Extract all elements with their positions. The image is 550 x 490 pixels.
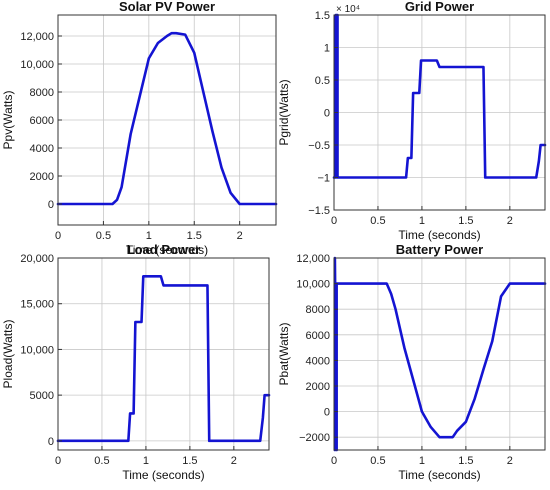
series-line-1 — [332, 13, 547, 179]
axis-exponent-label: × 10⁴ — [336, 4, 360, 15]
x-axis-label: Time (seconds) — [398, 468, 480, 482]
axes-frame — [333, 257, 546, 451]
y-tick-label: 10,000 — [20, 59, 54, 71]
x-tick-label: 1 — [419, 455, 425, 467]
y-tick-label: 6000 — [30, 115, 54, 127]
y-tick-label: 4000 — [306, 355, 330, 367]
x-tick-label: 0 — [331, 215, 337, 227]
y-tick-label: 0 — [324, 108, 330, 120]
y-tick-label: 2000 — [30, 171, 54, 183]
y-axis-label: Pbat(Watts) — [277, 323, 291, 386]
x-axis-label: Time (seconds) — [126, 243, 208, 257]
y-tick-label: 10,000 — [296, 279, 330, 291]
x-tick-label: 0.5 — [96, 230, 111, 242]
chart-1: 0 0.5 1 1.5 2 0 2000 4000 6000 8000 10,000 12,000 So… — [1, 0, 278, 257]
y-tick-label: 8000 — [306, 304, 330, 316]
y-axis-label: Ppv(Watts) — [1, 91, 15, 150]
series-line-1 — [56, 31, 278, 206]
x-tick-label: 1 — [419, 215, 425, 227]
y-tick-label: 12,000 — [20, 31, 54, 43]
chart-4: 0 0.5 1 1.5 2−20000200040006000800010,00012,… — [277, 242, 547, 482]
x-axis-label: Time (seconds) — [398, 228, 480, 242]
chart-title: Solar PV Power — [119, 0, 215, 14]
series-line-1 — [56, 274, 271, 443]
x-tick-label: 1 — [146, 230, 152, 242]
chart-3: 0 0.5 1 1.5 2 0 5000 10,000 15,000 20,000 Load Pow… — [1, 242, 271, 482]
y-tick-label: 1.5 — [315, 10, 330, 22]
x-tick-label: 0.5 — [370, 215, 385, 227]
plot-area — [334, 258, 545, 450]
y-tick-label: −1 — [317, 173, 330, 185]
x-tick-label: 0 — [331, 455, 337, 467]
y-tick-label: 0 — [324, 407, 330, 419]
x-tick-label: 2 — [237, 230, 243, 242]
y-axis-label: Pgrid(Watts) — [277, 79, 291, 145]
x-tick-label: 2 — [507, 455, 513, 467]
chart-2: 0 0.5 1 1.5 2 −1.5 −1 −0.5 0 0.5 1 1.5 Grid Power Tim… — [277, 0, 547, 242]
y-tick-label: −1.5 — [308, 205, 330, 217]
x-tick-label: 0.5 — [94, 455, 109, 467]
y-tick-label: −0.5 — [308, 140, 330, 152]
x-tick-label: 1.5 — [187, 230, 202, 242]
y-tick-label: 20,000 — [20, 253, 54, 265]
x-tick-label: 2 — [231, 455, 237, 467]
chart-title: Grid Power — [405, 0, 474, 14]
y-tick-label: 0 — [48, 199, 54, 211]
y-tick-label: 8000 — [30, 87, 54, 99]
chart-title: Load Power — [127, 242, 201, 257]
y-tick-label: 6000 — [306, 330, 330, 342]
x-tick-label: 1.5 — [458, 215, 473, 227]
plot-area — [58, 258, 269, 450]
y-tick-label: 10,000 — [20, 344, 54, 356]
y-tick-label: 0 — [48, 436, 54, 448]
chart-title: Battery Power — [396, 242, 483, 257]
y-tick-label: 4000 — [30, 143, 54, 155]
y-tick-label: −2000 — [299, 432, 330, 444]
y-tick-label: 5000 — [30, 390, 54, 402]
x-tick-label: 0 — [55, 455, 61, 467]
x-tick-label: 0.5 — [370, 455, 385, 467]
y-tick-label: 0.5 — [315, 75, 330, 87]
y-tick-label: 1 — [324, 43, 330, 55]
axes-frame — [57, 257, 270, 451]
x-tick-label: 1 — [143, 455, 149, 467]
y-axis-label: Pload(Watts) — [1, 320, 15, 389]
x-tick-label: 1.5 — [458, 455, 473, 467]
x-tick-label: 1.5 — [182, 455, 197, 467]
y-tick-label: 15,000 — [20, 299, 54, 311]
x-tick-label: 2 — [507, 215, 513, 227]
y-tick-label: 2000 — [306, 381, 330, 393]
y-tick-label: 12,000 — [296, 253, 330, 265]
x-axis-label: Time (seconds) — [122, 468, 204, 482]
x-tick-label: 0 — [55, 230, 61, 242]
